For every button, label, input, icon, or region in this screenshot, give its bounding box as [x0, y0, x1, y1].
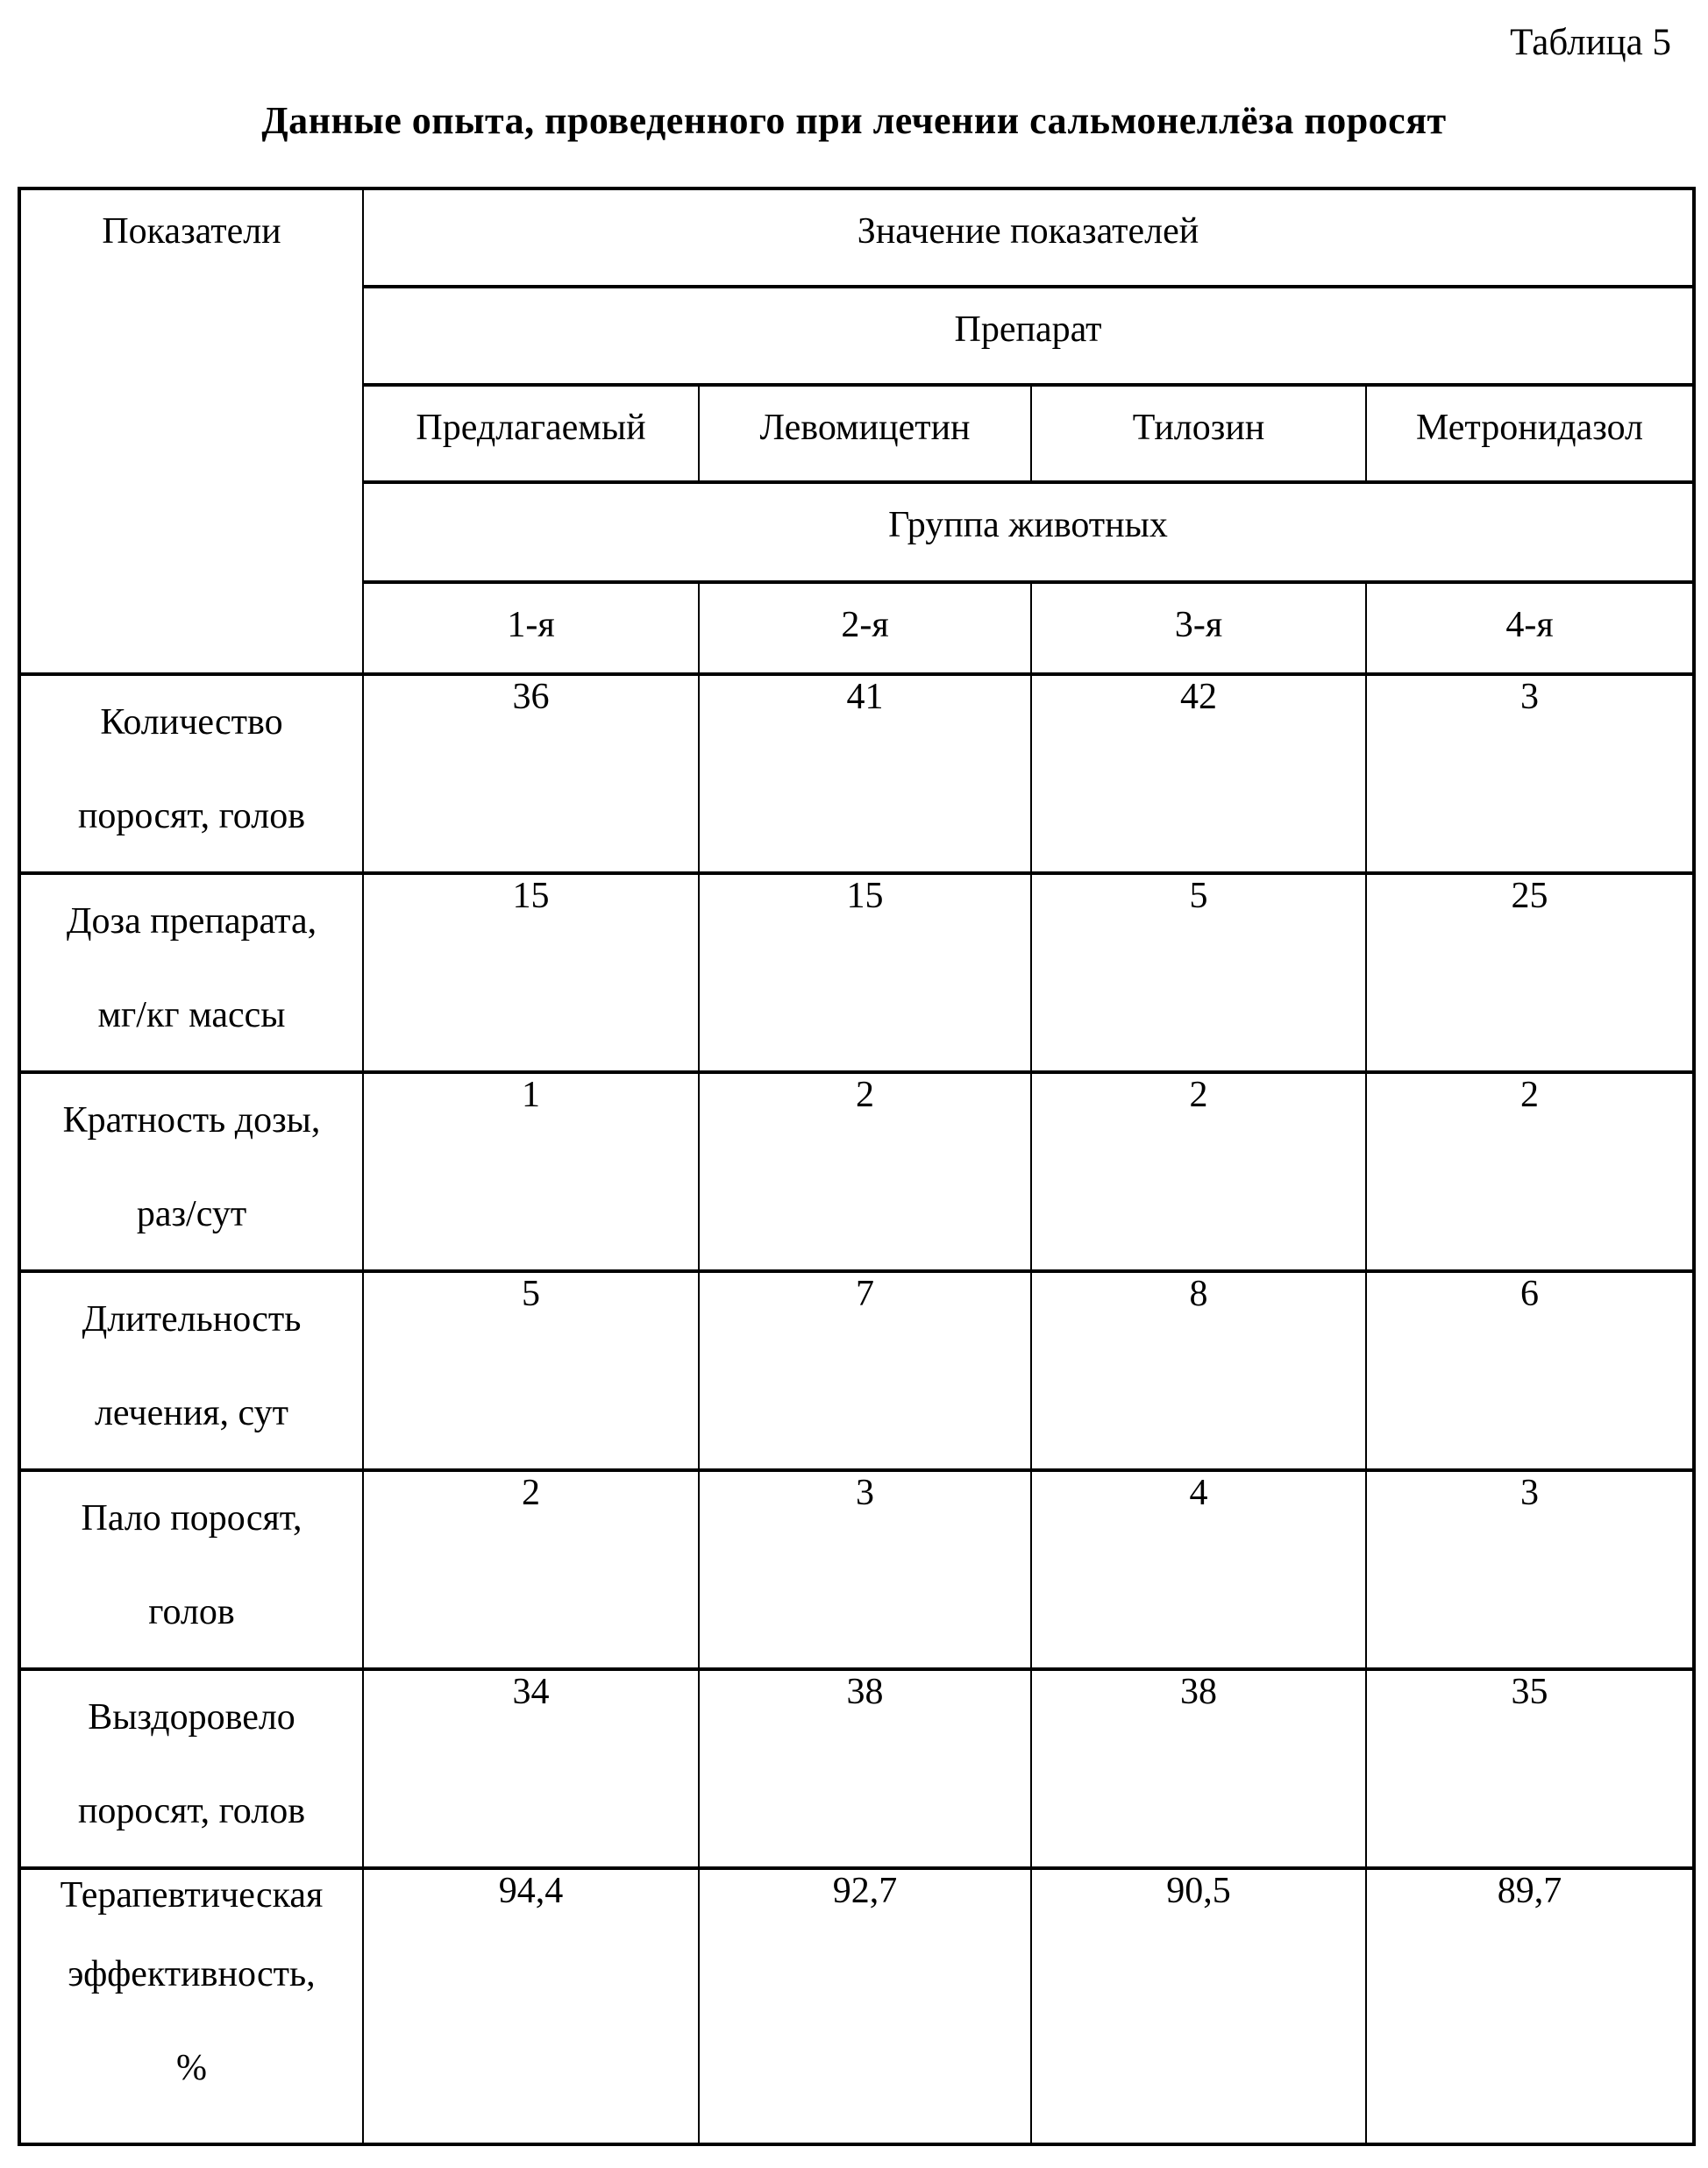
row-label-line: поросят, голов	[77, 1790, 306, 1831]
value-cell: 8	[1030, 1269, 1367, 1472]
row-label-cell: Количество поросят, голов	[18, 672, 364, 875]
group-number-cell: 2-я	[698, 579, 1032, 676]
header-row-group-numbers: 1-я 2-я 3-я 4-я	[19, 579, 1696, 676]
value-cell: 2	[698, 1070, 1032, 1273]
row-label-line: Количество	[100, 701, 283, 743]
value-cell: 5	[362, 1269, 700, 1472]
row-label-line: Длительность	[82, 1298, 302, 1340]
drug-name-cell: Метронидазол	[1364, 382, 1696, 484]
data-table: Показатели Значение показателей Препарат…	[18, 186, 1697, 2146]
value-cell: 92,7	[698, 1866, 1032, 2146]
value-cell: 41	[698, 672, 1032, 875]
table-row: Терапевтическая эффективность, % 94,4 92…	[18, 1866, 1696, 2146]
row-label-line: Пало поросят,	[81, 1497, 302, 1539]
table-number-label: Таблица 5	[1510, 22, 1671, 63]
group-number-cell: 1-я	[362, 579, 700, 676]
value-cell: 2	[1364, 1070, 1696, 1273]
value-cell: 38	[1030, 1667, 1367, 1870]
value-cell: 90,5	[1030, 1866, 1367, 2146]
row-label-cell: Терапевтическая эффективность, %	[18, 1866, 364, 2146]
row-label-line: Доза препарата,	[66, 900, 317, 942]
table-row: Выздоровело поросят, голов 34 38 38 35	[18, 1667, 1696, 1870]
indicators-header-cell: Показатели	[18, 186, 364, 676]
table-row: Количество поросят, голов 36 41 42 3	[18, 672, 1696, 875]
value-cell: 3	[1364, 672, 1696, 875]
row-label-line: Терапевтическая	[60, 1874, 324, 1916]
value-cell: 35	[1364, 1667, 1696, 1870]
row-label-cell: Пало поросят, голов	[18, 1468, 364, 1671]
group-number-cell: 4-я	[1364, 579, 1696, 676]
value-cell: 15	[698, 871, 1032, 1074]
value-cell: 38	[698, 1667, 1032, 1870]
drug-name-cell: Тилозин	[1030, 382, 1367, 484]
group-header-cell: Группа животных	[361, 480, 1696, 584]
table-row: Длительность лечения, сут 5 7 8 6	[18, 1269, 1696, 1472]
drug-name-cell: Предлагаемый	[362, 382, 700, 484]
row-label-cell: Длительность лечения, сут	[18, 1269, 364, 1472]
header-row-drug-names: Предлагаемый Левомицетин Тилозин Метрони…	[19, 382, 1696, 484]
row-label-line: эффективность,	[68, 1953, 316, 1994]
value-cell: 42	[1030, 672, 1367, 875]
value-cell: 6	[1364, 1269, 1696, 1472]
row-label-cell: Выздоровело поросят, голов	[18, 1667, 364, 1870]
header-row-drug: Препарат	[19, 284, 1696, 387]
row-label-cell: Доза препарата, мг/кг массы	[18, 871, 364, 1074]
value-cell: 15	[362, 871, 700, 1074]
row-label-line: Выздоровело	[88, 1696, 295, 1738]
row-label-line: Кратность дозы,	[62, 1099, 321, 1141]
value-cell: 36	[362, 672, 700, 875]
value-cell: 5	[1030, 871, 1367, 1074]
header-row-group: Группа животных	[19, 480, 1696, 584]
value-cell: 3	[1364, 1468, 1696, 1671]
table-row: Пало поросят, голов 2 3 4 3	[18, 1468, 1696, 1671]
value-cell: 1	[362, 1070, 700, 1273]
row-label-line: мг/кг массы	[97, 994, 286, 1035]
value-cell: 2	[1030, 1070, 1367, 1273]
drug-name-cell: Левомицетин	[698, 382, 1032, 484]
header-row-values: Показатели Значение показателей	[18, 186, 1696, 676]
page-title: Данные опыта, проведенного при лечении с…	[261, 98, 1447, 142]
row-label-line: %	[176, 2047, 207, 2088]
value-cell: 94,4	[362, 1866, 700, 2146]
value-cell: 7	[698, 1269, 1032, 1472]
value-cell: 4	[1030, 1468, 1367, 1671]
group-number-cell: 3-я	[1030, 579, 1367, 676]
value-cell: 89,7	[1364, 1866, 1696, 2146]
value-cell: 2	[362, 1468, 700, 1671]
table-row: Кратность дозы, раз/сут 1 2 2 2	[18, 1070, 1696, 1273]
row-label-line: лечения, сут	[94, 1392, 289, 1433]
row-label-line: поросят, голов	[77, 795, 306, 836]
value-cell: 34	[362, 1667, 700, 1870]
table-row: Доза препарата, мг/кг массы 15 15 5 25	[18, 871, 1696, 1074]
row-label-line: раз/сут	[136, 1193, 247, 1234]
value-cell: 3	[698, 1468, 1032, 1671]
row-label-cell: Кратность дозы, раз/сут	[18, 1070, 364, 1273]
value-cell: 25	[1364, 871, 1696, 1074]
row-label-line: голов	[148, 1591, 235, 1632]
values-header-cell: Значение показателей	[361, 186, 1696, 288]
drug-header-cell: Препарат	[361, 284, 1696, 387]
